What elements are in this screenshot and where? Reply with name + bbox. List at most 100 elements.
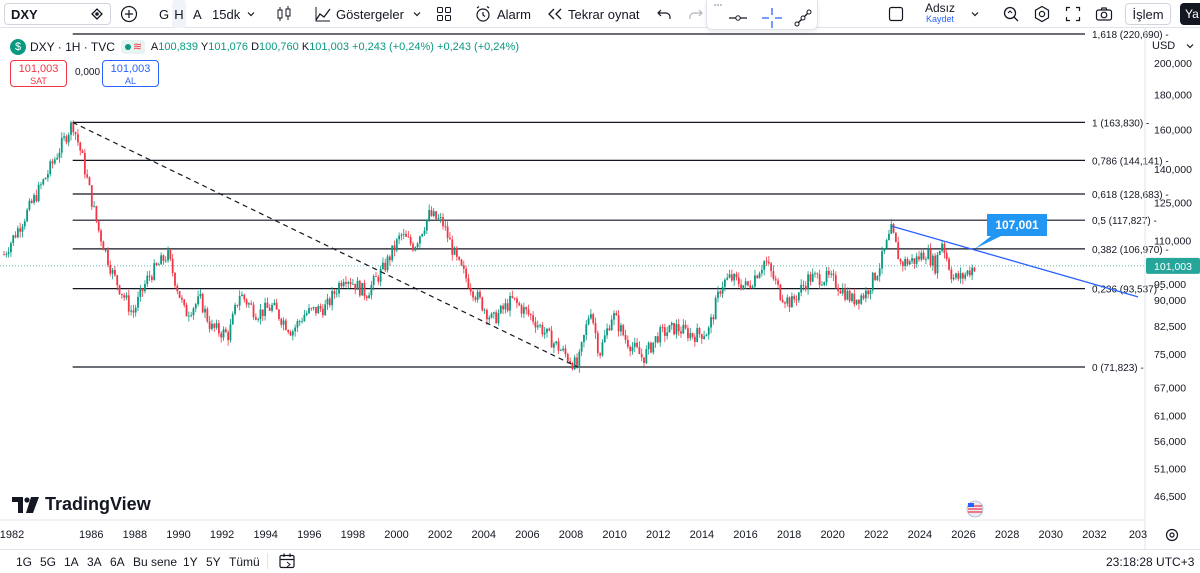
candle-body: [486, 309, 488, 320]
interval-month[interactable]: A: [193, 6, 202, 22]
range-all[interactable]: Tümü: [229, 555, 260, 569]
candle-body: [111, 269, 114, 274]
range-5d[interactable]: 5G: [40, 555, 57, 569]
currency-selector[interactable]: USD: [1152, 40, 1195, 52]
candle-body: [315, 307, 317, 314]
candle-body: [837, 287, 840, 292]
symbol-search[interactable]: DXY: [4, 3, 111, 25]
candle-body: [35, 195, 38, 202]
flag-icon[interactable]: [966, 500, 984, 518]
trend-line-icon[interactable]: [793, 4, 813, 32]
horizontal-line-icon[interactable]: [727, 4, 749, 32]
candles-icon[interactable]: [276, 0, 292, 28]
candle-body: [680, 331, 682, 334]
time-axis-settings-icon[interactable]: [1165, 528, 1179, 542]
sell-button[interactable]: 101,003 SAT: [10, 60, 67, 87]
date-range-calendar-icon[interactable]: [278, 552, 296, 573]
candle-body: [846, 290, 849, 300]
candle-body: [261, 309, 264, 316]
candle-body: [673, 322, 675, 335]
price-tick-label: 140,000: [1154, 164, 1192, 176]
redo-icon[interactable]: [688, 0, 704, 28]
candle-body: [647, 342, 650, 350]
replay-button[interactable]: Tekrar oynat: [568, 6, 640, 22]
candle-body: [324, 304, 327, 316]
alarm-button[interactable]: Alarm: [497, 6, 531, 22]
candle-body: [479, 291, 481, 298]
indicators-chevron-down-icon[interactable]: [412, 0, 422, 28]
candle-body: [578, 351, 581, 367]
candle-body: [280, 318, 283, 325]
candle-body: [615, 313, 618, 316]
tradingview-logo[interactable]: TradingView: [12, 494, 151, 515]
candle-body: [444, 226, 447, 228]
undo-icon[interactable]: [656, 0, 672, 28]
candle-body: [495, 312, 498, 324]
price-chart[interactable]: 1,618 (220,690) - 1 (163,830) - 0,786 (144…: [0, 28, 1200, 549]
candle-body: [548, 328, 551, 331]
candle-body: [451, 239, 454, 255]
candle-body: [735, 273, 738, 278]
fullscreen-icon[interactable]: [1065, 0, 1081, 28]
interval-hour[interactable]: H: [172, 0, 186, 28]
crosshair-icon[interactable]: [761, 4, 783, 32]
candle-body: [677, 324, 680, 332]
range-3m[interactable]: 3A: [87, 555, 102, 569]
candle-body: [756, 275, 759, 279]
candle-body: [74, 132, 77, 135]
symbol-icon[interactable]: [90, 7, 104, 21]
candle-body: [925, 259, 927, 260]
candle-body: [488, 317, 491, 320]
camera-icon[interactable]: [1095, 0, 1113, 28]
alarm-clock-icon[interactable]: [474, 0, 492, 28]
candle-body: [717, 291, 719, 299]
price-tick-label: 160,000: [1154, 124, 1192, 136]
buy-button[interactable]: 101,003 AL: [102, 60, 159, 87]
fib-diagonal-line[interactable]: [72, 121, 578, 368]
trade-button[interactable]: İşlem: [1125, 3, 1171, 25]
candle-body: [559, 350, 562, 352]
fib-retracement[interactable]: 1,618 (220,690) - 1 (163,830) - 0,786 (144…: [72, 30, 1169, 374]
candle-body: [959, 273, 962, 279]
market-status-icon[interactable]: ≋: [120, 40, 145, 54]
publish-button[interactable]: Ya: [1180, 3, 1200, 25]
candle-body: [81, 150, 84, 154]
indicators-button[interactable]: Göstergeler: [336, 6, 404, 22]
price-callout[interactable]: 107,001: [975, 214, 1047, 249]
candle-body: [506, 303, 509, 311]
replay-icon[interactable]: [546, 0, 564, 28]
tray-more-icon[interactable]: [713, 0, 723, 14]
candle-body: [599, 353, 602, 356]
legend-symbol[interactable]: DXY · 1H · TVC: [30, 40, 115, 54]
add-symbol-icon[interactable]: [120, 0, 138, 28]
interval-day[interactable]: G: [159, 6, 170, 22]
range-6m[interactable]: 6A: [110, 555, 125, 569]
timeframe-label[interactable]: 15dk: [212, 6, 241, 22]
range-5y[interactable]: 5Y: [206, 555, 221, 569]
candle-body: [298, 321, 301, 322]
range-1y[interactable]: 1Y: [183, 555, 198, 569]
candle-body: [899, 259, 902, 262]
range-ytd[interactable]: Bu sene: [133, 555, 178, 569]
candle-body: [663, 327, 666, 336]
candle-body: [726, 277, 729, 280]
candle-body: [839, 291, 842, 294]
quick-search-icon[interactable]: [1002, 0, 1020, 28]
layouts-grid-icon[interactable]: [436, 0, 452, 28]
clock[interactable]: 23:18:28 UTC+3: [1106, 555, 1195, 569]
indicators-icon[interactable]: [314, 0, 332, 28]
candle-body: [400, 234, 403, 236]
candle-body: [137, 296, 139, 308]
square-checkbox-icon[interactable]: [888, 0, 904, 28]
layout-save[interactable]: Adsız Kaydet: [925, 2, 955, 27]
price-axis[interactable]: 200,000 180,000 160,000 140,000 125,000 110,0…: [1154, 58, 1192, 503]
range-1m[interactable]: 1A: [64, 555, 79, 569]
time-axis[interactable]: 1982 1986 1988 1990 1992 1994 1996 1998 2000 2002…: [0, 529, 1147, 541]
trend-line[interactable]: [891, 225, 1139, 298]
range-1d[interactable]: 1G: [16, 555, 33, 569]
settings-gear-icon[interactable]: [1033, 0, 1051, 28]
layout-chevron-down-icon[interactable]: [970, 0, 980, 28]
candle-body: [864, 290, 867, 299]
timeframe-chevron-down-icon[interactable]: [246, 0, 256, 28]
candle-body: [178, 291, 181, 298]
